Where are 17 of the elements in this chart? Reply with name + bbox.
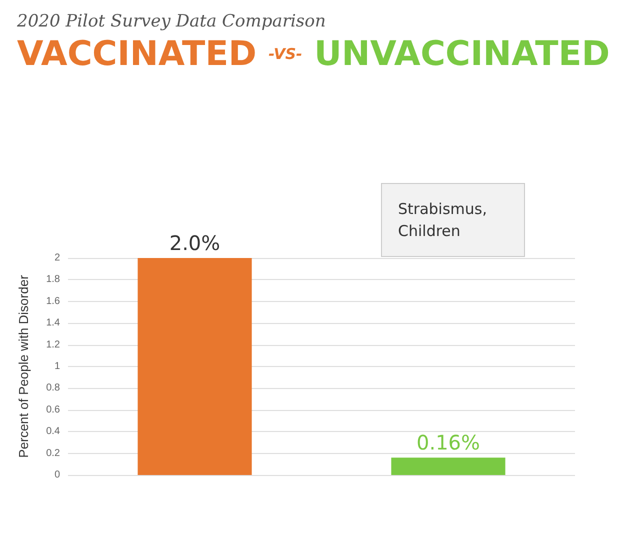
y-tick-label: 0.4 <box>46 426 60 438</box>
y-tick-label: 1.8 <box>46 274 60 286</box>
y-tick-label: 0.6 <box>46 404 60 416</box>
chart-subtitle: VACCINATED -VS- UNVACCINATED <box>17 34 610 74</box>
data-label: 2.0% <box>169 231 220 255</box>
chart-title: 2020 Pilot Survey Data Comparison <box>16 12 326 32</box>
y-tick-label: 1.4 <box>46 318 60 329</box>
text: Strabismus, Children <box>398 200 492 240</box>
y-tick-label: 2 <box>54 252 60 264</box>
y-tick-label: 1 <box>54 361 60 372</box>
y-tick-label: 0.2 <box>46 448 60 459</box>
y-tick-label: 0 <box>54 470 60 480</box>
y-tick-label: 1.2 <box>46 339 60 350</box>
data-label: 0.16% <box>416 430 480 455</box>
y-tick-label: 0.8 <box>46 382 60 394</box>
y-tick-label: 1.6 <box>46 296 60 307</box>
y-axis-title: Percent of People with Disorder <box>16 274 31 458</box>
